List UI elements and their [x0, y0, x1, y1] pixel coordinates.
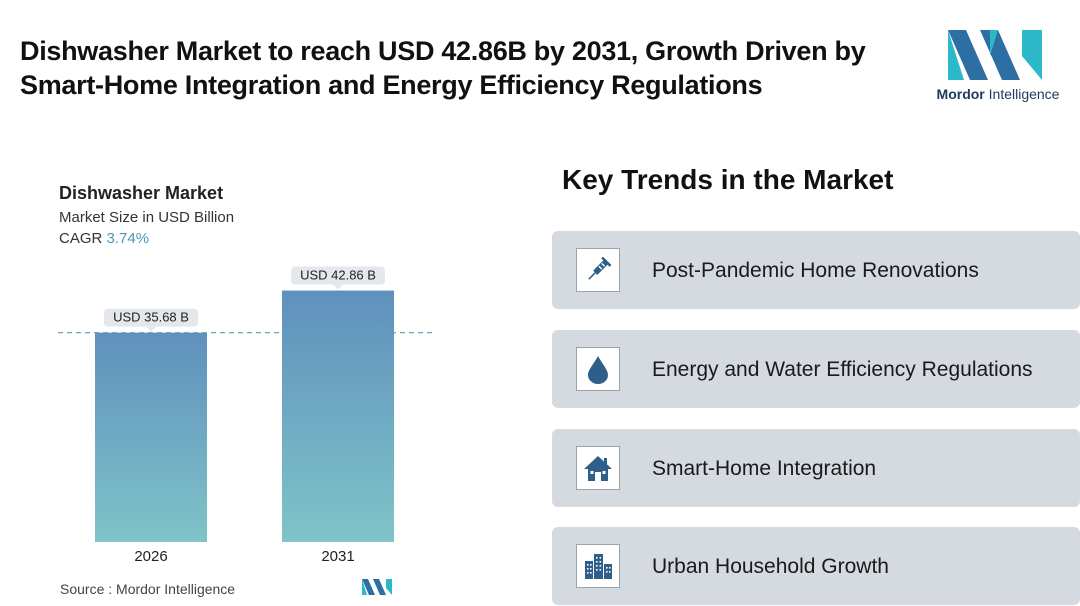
data-label: USD 42.86 B [300, 268, 376, 283]
cagr-label: CAGR [59, 230, 103, 247]
trend-label: Energy and Water Efficiency Regulations [652, 357, 1033, 381]
logo-mark-icon [948, 30, 1042, 80]
logo-suffix: Intelligence [988, 86, 1060, 102]
x-tick-label: 2031 [321, 548, 354, 565]
data-label-pointer [146, 326, 156, 332]
trend-card-urban-growth: Urban Household Growth [552, 527, 1080, 605]
cagr-value: 3.74% [106, 230, 150, 247]
city-buildings-icon [576, 544, 620, 588]
source-label: Source : [60, 581, 113, 597]
trend-card-efficiency: Energy and Water Efficiency Regulations [552, 330, 1080, 408]
data-label: USD 35.68 B [113, 310, 189, 325]
mordor-intelligence-logo: Mordor Intelligence [936, 26, 1060, 106]
chart-title: Dishwasher Market [59, 183, 224, 203]
chart-cagr: CAGR 3.74% [59, 230, 149, 247]
house-icon [576, 446, 620, 490]
trend-label: Smart-Home Integration [652, 456, 877, 480]
logo-wordmark: Mordor Intelligence [936, 86, 1060, 102]
x-tick-label: 2026 [134, 548, 167, 565]
trend-label: Post-Pandemic Home Renovations [652, 258, 979, 282]
page-title: Dishwasher Market to reach USD 42.86B by… [20, 36, 866, 100]
source-note: Source : Mordor Intelligence [60, 581, 235, 597]
data-label-pointer [333, 284, 343, 290]
trend-card-smart-home: Smart-Home Integration [552, 429, 1080, 507]
source-name: Mordor Intelligence [116, 581, 236, 597]
bar-2026 [95, 332, 207, 542]
data-label-bg [104, 308, 198, 327]
chart-subtitle: Market Size in USD Billion [59, 209, 235, 226]
trend-card-renovations: Post-Pandemic Home Renovations [552, 231, 1080, 309]
bar-chart: USD 35.68 B 2026 USD 42.86 B 2031 [58, 266, 434, 565]
trend-label: Urban Household Growth [652, 554, 889, 578]
water-drop-icon [576, 347, 620, 391]
syringe-icon [576, 248, 620, 292]
data-label-bg [291, 266, 385, 285]
logo-brand: Mordor [936, 86, 985, 102]
trends-title: Key Trends in the Market [562, 164, 894, 195]
bar-2031 [282, 290, 394, 542]
source-logo-icon [362, 579, 392, 595]
